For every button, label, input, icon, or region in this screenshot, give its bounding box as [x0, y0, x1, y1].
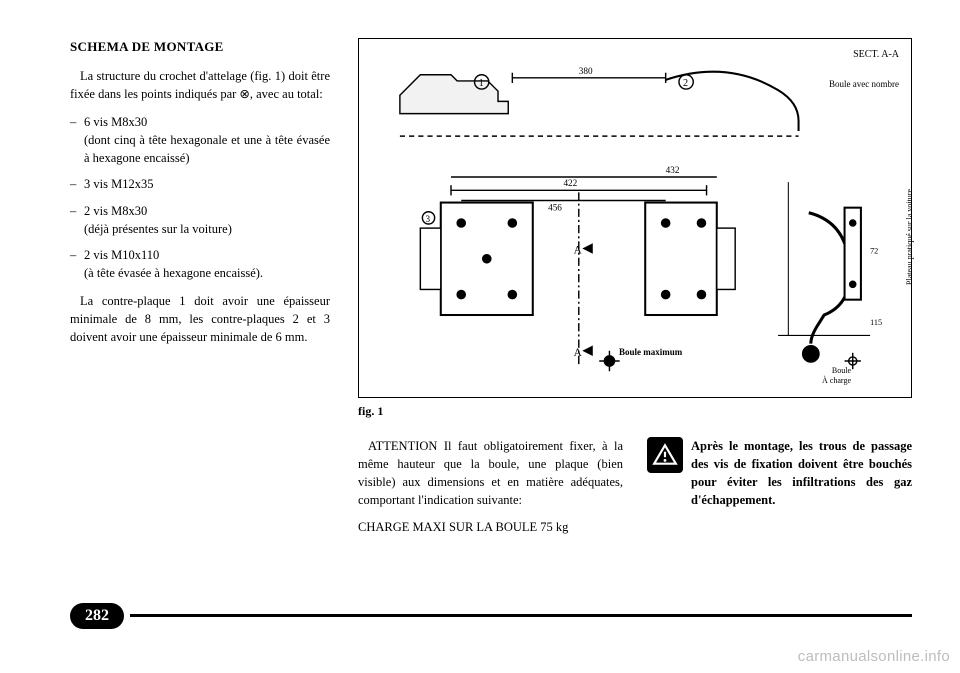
below-figure-row: ATTENTION Il faut obligatoirement fixer,…: [358, 437, 912, 544]
schematic-diagram: 380 1 2: [359, 39, 911, 407]
bottom-rule: [130, 614, 912, 617]
list-item-sub: (à tête évasée à hexagone encaissé).: [84, 264, 330, 282]
svg-text:3: 3: [425, 214, 430, 224]
list-item-sub: (déjà présentes sur la voiture): [84, 220, 330, 238]
list-item-main: 6 vis M8x30: [84, 115, 147, 129]
right-column: SECT. A-A Boule avec nombre Plateau prat…: [358, 38, 912, 544]
watermark: carmanualsonline.info: [798, 648, 950, 665]
attention-text: ATTENTION Il faut obligatoirement fixer,…: [358, 437, 623, 510]
svg-text:456: 456: [548, 203, 562, 213]
list-item-main: 2 vis M10x110: [84, 248, 159, 262]
svg-text:115: 115: [870, 318, 882, 327]
manual-page: SCHEMA DE MONTAGE La structure du croche…: [0, 0, 960, 673]
figure-box: SECT. A-A Boule avec nombre Plateau prat…: [358, 38, 912, 398]
page-number-badge: 282: [70, 603, 124, 629]
warning-text: Après le montage, les trous de passage d…: [691, 437, 912, 544]
svg-text:72: 72: [870, 247, 878, 256]
list-item: 3 vis M12x35: [70, 175, 330, 193]
svg-text:432: 432: [666, 165, 680, 175]
svg-text:2: 2: [683, 78, 688, 89]
left-text-column: SCHEMA DE MONTAGE La structure du croche…: [70, 38, 330, 544]
screw-list: 6 vis M8x30 (dont cinq à tête hexagonale…: [70, 113, 330, 282]
list-item-main: 3 vis M12x35: [84, 177, 153, 191]
list-item: 6 vis M8x30 (dont cinq à tête hexagonale…: [70, 113, 330, 167]
svg-text:1: 1: [479, 78, 484, 89]
page-number: 282: [85, 607, 109, 625]
warning-block: Après le montage, les trous de passage d…: [647, 437, 912, 544]
content-columns: SCHEMA DE MONTAGE La structure du croche…: [70, 38, 912, 544]
list-item-main: 2 vis M8x30: [84, 204, 147, 218]
attention-block: ATTENTION Il faut obligatoirement fixer,…: [358, 437, 623, 544]
charge-line: CHARGE MAXI SUR LA BOULE 75 kg: [358, 518, 623, 536]
list-item: 2 vis M8x30 (déjà présentes sur la voitu…: [70, 202, 330, 238]
svg-text:380: 380: [579, 66, 593, 76]
warning-triangle-icon: [647, 437, 683, 473]
list-item: 2 vis M10x110 (à tête évasée à hexagone …: [70, 246, 330, 282]
intro-paragraph: La structure du crochet d'attelage (fig.…: [70, 67, 330, 103]
list-item-sub: (dont cinq à tête hexagonale et une à tê…: [84, 131, 330, 167]
svg-text:422: 422: [563, 178, 577, 188]
section-heading: SCHEMA DE MONTAGE: [70, 38, 330, 57]
outro-paragraph: La contre-plaque 1 doit avoir une épaiss…: [70, 292, 330, 346]
